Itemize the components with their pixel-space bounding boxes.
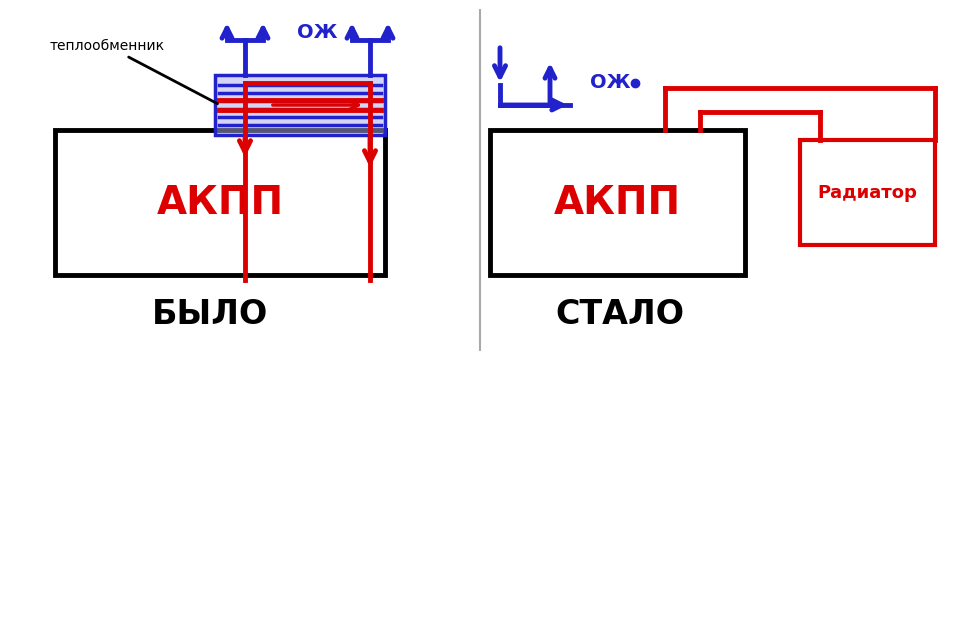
Text: ОЖ: ОЖ [590,74,631,92]
Text: БЫЛО: БЫЛО [152,299,268,331]
Text: теплообменник: теплообменник [50,39,218,104]
Text: ОЖ: ОЖ [298,24,338,42]
Bar [215,75,385,135]
Text: АКПП: АКПП [554,184,681,221]
Bar [215,75,385,135]
Text: АКПП: АКПП [156,184,283,221]
Text: Радиатор: Радиатор [818,184,918,201]
Bar [800,140,935,245]
Text: СТАЛО: СТАЛО [556,299,684,331]
Bar [490,130,745,275]
Bar [55,130,385,275]
